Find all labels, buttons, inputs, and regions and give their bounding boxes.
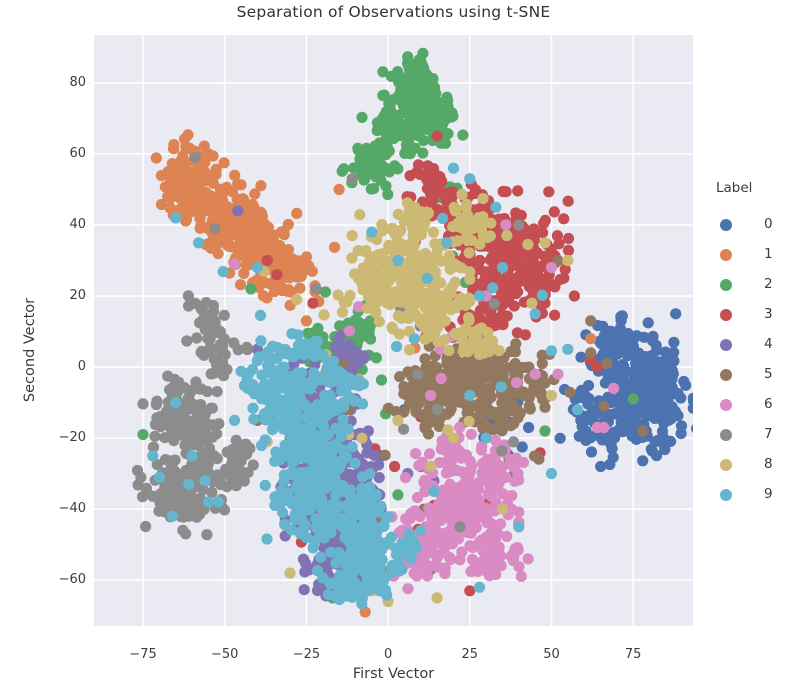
x-tick-−25: −25 [292,647,321,662]
legend-item-0: 0 [704,216,794,234]
legend-label-8: 8 [764,456,773,472]
legend-marker-4 [720,339,732,351]
legend-marker-3 [720,309,732,321]
legend-item-7: 7 [704,426,794,444]
legend-label-0: 0 [764,216,773,232]
legend-marker-1 [720,249,732,261]
legend-label-4: 4 [764,336,773,352]
scatter-plot-area [94,35,693,626]
legend-label-6: 6 [764,396,773,412]
y-tick-−20: −20 [58,430,86,446]
legend-item-5: 5 [704,366,794,384]
x-tick-50: 50 [543,647,560,662]
legend-marker-6 [720,399,732,411]
legend-label-9: 9 [764,486,773,502]
legend-label-3: 3 [764,306,773,322]
x-tick-−75: −75 [129,647,157,662]
y-axis-label: Second Vector [22,297,38,403]
legend-item-9: 9 [704,486,794,504]
legend-marker-5 [720,369,732,381]
legend-item-8: 8 [704,456,794,474]
y-tick-−40: −40 [58,501,86,517]
legend-marker-2 [720,279,732,291]
legend-item-1: 1 [704,246,794,264]
series-8 [258,188,574,608]
legend-marker-9 [720,489,732,501]
legend-label-7: 7 [764,426,773,442]
y-tick-−60: −60 [58,572,86,588]
x-axis-label: First Vector [352,666,435,682]
legend-title: Label [716,180,753,196]
legend-marker-7 [720,429,732,441]
y-tick-80: 80 [69,74,86,90]
legend-marker-0 [720,219,732,231]
y-tick-60: 60 [69,145,86,161]
legend-item-6: 6 [704,396,794,414]
legend-item-2: 2 [704,276,794,294]
x-tick-25: 25 [461,647,479,662]
y-tick-40: 40 [69,217,86,232]
y-tick-0: 0 [77,359,86,375]
x-tick-75: 75 [624,647,642,662]
legend-marker-8 [720,459,732,471]
legend-item-4: 4 [704,336,794,354]
legend-label-5: 5 [764,366,773,382]
legend-label-2: 2 [764,276,773,292]
series-9 [147,162,584,610]
legend-label-1: 1 [764,246,773,262]
x-tick-0: 0 [383,647,393,662]
legend-item-3: 3 [704,306,794,324]
x-tick-−50: −50 [210,647,239,662]
chart-title: Separation of Observations using t-SNE [236,3,551,21]
y-tick-20: 20 [69,288,86,304]
